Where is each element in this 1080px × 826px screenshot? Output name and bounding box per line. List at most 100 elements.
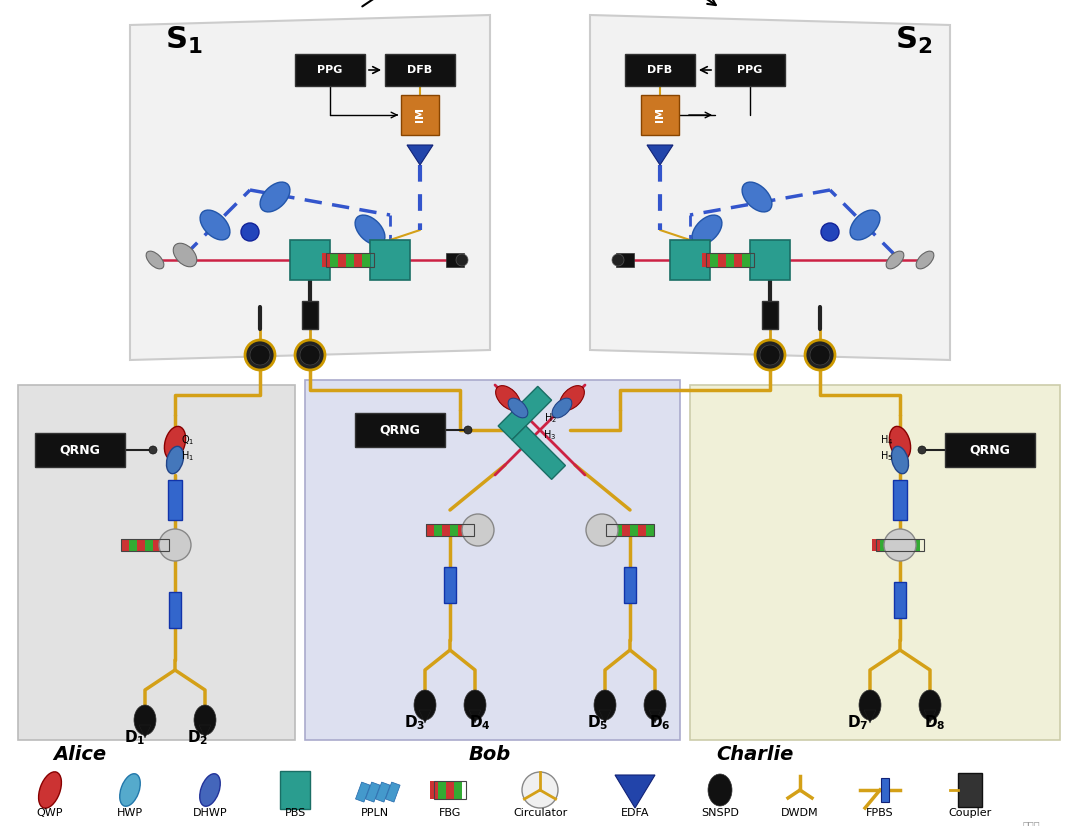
Bar <box>434 781 465 799</box>
Bar <box>912 539 920 551</box>
Bar <box>670 240 710 280</box>
Bar <box>444 567 456 603</box>
Bar <box>945 433 1035 467</box>
Bar <box>426 524 434 536</box>
Text: PPLN: PPLN <box>361 808 389 818</box>
Bar <box>426 524 474 536</box>
Text: PPG: PPG <box>318 65 342 75</box>
Bar <box>642 95 679 135</box>
Bar <box>876 539 924 551</box>
Ellipse shape <box>890 426 910 459</box>
Bar <box>762 301 778 329</box>
Ellipse shape <box>146 251 164 268</box>
Text: $\mathbf{D_8}$: $\mathbf{D_8}$ <box>924 714 946 733</box>
Polygon shape <box>305 380 680 740</box>
Ellipse shape <box>194 705 216 735</box>
Bar <box>630 524 638 536</box>
Ellipse shape <box>166 446 184 473</box>
Text: $\mathbf{S_1}$: $\mathbf{S_1}$ <box>165 25 203 55</box>
Circle shape <box>522 772 558 808</box>
Polygon shape <box>690 385 1059 740</box>
Polygon shape <box>590 15 950 360</box>
Bar <box>615 524 622 536</box>
Text: $\mathrm{Q_1}$: $\mathrm{Q_1}$ <box>181 433 194 447</box>
Bar <box>438 781 446 799</box>
Text: PBS: PBS <box>284 808 306 818</box>
Bar <box>168 592 181 628</box>
Polygon shape <box>199 725 211 738</box>
Bar <box>442 524 450 536</box>
Circle shape <box>241 223 259 241</box>
Text: Bob: Bob <box>469 746 511 765</box>
Ellipse shape <box>496 386 521 411</box>
Ellipse shape <box>692 215 721 245</box>
Text: QRNG: QRNG <box>970 444 1011 457</box>
Bar <box>446 781 454 799</box>
Text: $\mathbf{D_5}$: $\mathbf{D_5}$ <box>588 714 609 733</box>
Ellipse shape <box>120 774 140 806</box>
Text: FPBS: FPBS <box>866 808 894 818</box>
Bar <box>624 567 636 603</box>
Polygon shape <box>649 710 661 723</box>
Bar <box>161 539 168 551</box>
Circle shape <box>760 345 780 365</box>
Text: $\mathbf{D_6}$: $\mathbf{D_6}$ <box>649 714 671 733</box>
Circle shape <box>245 340 275 370</box>
Bar <box>346 253 354 267</box>
Text: $\mathrm{H_1}$: $\mathrm{H_1}$ <box>181 449 194 463</box>
Bar <box>458 524 465 536</box>
Bar <box>750 240 789 280</box>
Polygon shape <box>599 710 611 723</box>
Bar <box>355 413 445 447</box>
Text: $\mathbf{D_7}$: $\mathbf{D_7}$ <box>848 714 868 733</box>
Text: $\mathrm{H_5}$: $\mathrm{H_5}$ <box>880 449 893 463</box>
Bar <box>338 253 346 267</box>
Circle shape <box>821 223 839 241</box>
Ellipse shape <box>916 251 934 268</box>
Text: $\mathbf{D_4}$: $\mathbf{D_4}$ <box>469 714 491 733</box>
Bar <box>881 778 889 802</box>
Ellipse shape <box>559 386 584 411</box>
Text: HWP: HWP <box>117 808 143 818</box>
Ellipse shape <box>859 690 881 720</box>
Polygon shape <box>139 725 151 738</box>
Ellipse shape <box>919 690 941 720</box>
Polygon shape <box>419 710 431 723</box>
Text: $\mathbf{D_2}$: $\mathbf{D_2}$ <box>187 729 208 748</box>
Ellipse shape <box>552 398 571 418</box>
Bar <box>512 426 566 479</box>
Bar <box>354 253 362 267</box>
Ellipse shape <box>850 210 880 240</box>
Bar <box>638 524 646 536</box>
Bar <box>718 253 726 267</box>
Ellipse shape <box>173 243 197 267</box>
Bar <box>129 539 137 551</box>
Bar <box>137 539 145 551</box>
Bar <box>145 539 153 551</box>
Text: EDFA: EDFA <box>621 808 649 818</box>
Bar <box>872 539 880 551</box>
Text: QWP: QWP <box>37 808 64 818</box>
Ellipse shape <box>414 690 436 720</box>
Text: 量子位: 量子位 <box>1023 820 1040 826</box>
Text: QRNG: QRNG <box>379 424 420 436</box>
Text: QRNG: QRNG <box>59 444 100 457</box>
Bar <box>646 524 654 536</box>
Bar <box>384 54 455 86</box>
Circle shape <box>810 345 831 365</box>
Bar <box>702 253 710 267</box>
Text: DFB: DFB <box>407 65 433 75</box>
Bar <box>734 253 742 267</box>
Text: DWDM: DWDM <box>781 808 819 818</box>
Bar <box>710 253 718 267</box>
Bar <box>326 253 374 267</box>
Text: IM: IM <box>415 107 426 122</box>
Bar <box>742 253 750 267</box>
Bar <box>322 253 330 267</box>
Ellipse shape <box>594 690 616 720</box>
Circle shape <box>586 514 618 546</box>
Bar <box>121 539 129 551</box>
Circle shape <box>295 340 325 370</box>
Text: Charlie: Charlie <box>716 746 794 765</box>
Bar <box>168 480 183 520</box>
